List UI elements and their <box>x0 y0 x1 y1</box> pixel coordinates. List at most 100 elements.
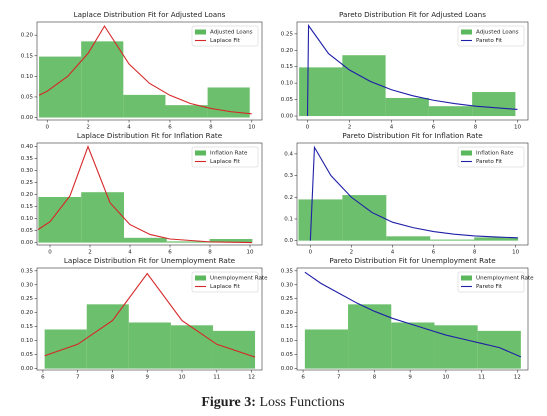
x-tick-label: 4 <box>127 125 131 131</box>
bar <box>39 56 82 118</box>
axes-frame <box>296 21 529 121</box>
y-tick-label: 0.40 <box>21 144 34 150</box>
y-tick-label: 0.35 <box>21 268 34 274</box>
x-tick-label: 11 <box>478 375 485 381</box>
y-tick-label: 0.10 <box>281 338 294 344</box>
x-tick-label: 12 <box>248 375 255 381</box>
y-tick-label: 0.15 <box>281 64 294 70</box>
y-tick-label: 0.1 <box>284 216 293 222</box>
axes-frame <box>296 267 529 371</box>
subplot: 0 2 4 6 8 10 0.0 0.1 0.2 0.3 0.4 Pareto Distributio… <box>284 131 529 256</box>
x-tick-label: 9 <box>145 375 149 381</box>
x-tick-label: 2 <box>86 125 90 131</box>
x-tick-label: 10 <box>512 250 519 256</box>
y-tick-label: 0.15 <box>281 324 294 330</box>
x-tick-label: 10 <box>248 125 255 131</box>
chart-title: Laplace Distribution Fit for Unemploymen… <box>64 256 236 265</box>
caption-label: Figure 3: <box>201 395 256 410</box>
bar <box>348 304 392 369</box>
y-tick-label: 0.10 <box>21 338 34 344</box>
y-tick-label: 0.10 <box>21 74 34 80</box>
legend-label: Inflation Rate <box>210 151 248 157</box>
x-tick-label: 4 <box>391 250 395 256</box>
x-tick-label: 6 <box>301 375 305 381</box>
x-tick-label: 8 <box>373 375 377 381</box>
x-tick-label: 6 <box>168 250 172 256</box>
y-tick-label: 0.25 <box>21 180 34 186</box>
y-tick-label: 0.05 <box>281 352 294 358</box>
y-tick-label: 0.00 <box>281 366 294 372</box>
legend-box <box>457 25 525 47</box>
y-tick-label: 0.00 <box>281 114 294 120</box>
x-tick-label: 2 <box>88 250 92 256</box>
axes-frame <box>36 267 263 371</box>
legend-swatch <box>195 275 206 281</box>
x-tick-label: 2 <box>350 250 354 256</box>
fit-line <box>38 25 252 115</box>
fit-line <box>304 271 522 358</box>
legend-swatch <box>461 275 472 281</box>
x-tick-label: 0 <box>45 125 49 131</box>
caption: Figure 3: Loss Functions <box>201 395 344 410</box>
x-tick-label: 10 <box>179 375 186 381</box>
x-tick-label: 8 <box>474 125 478 131</box>
y-tick-label: 0.0 <box>284 238 293 244</box>
subplot: 0 2 4 6 8 10 0.00 0.05 0.10 0.15 0.20 0.25 0.30 0.35 0… <box>21 131 263 256</box>
bar <box>81 41 124 118</box>
subplot: 6 7 8 9 10 11 12 0.00 0.05 0.10 0.15 0.20 0.25 0.30 0.… <box>281 256 534 381</box>
bar <box>472 92 516 117</box>
bar <box>165 105 208 118</box>
bar <box>386 236 431 241</box>
legend-swatch <box>195 29 206 35</box>
bar <box>474 237 519 241</box>
x-tick-label: 11 <box>213 375 220 381</box>
x-tick-label: 0 <box>48 250 52 256</box>
bar <box>38 197 82 243</box>
bar <box>304 329 349 369</box>
bar <box>298 199 343 241</box>
y-tick-label: 0.10 <box>281 81 294 87</box>
y-tick-label: 0.05 <box>21 94 34 100</box>
legend-label: Laplace Fit <box>210 159 241 165</box>
caption-text: Loss Functions <box>259 395 344 410</box>
x-tick-label: 7 <box>76 375 80 381</box>
legend-swatch <box>461 150 472 156</box>
x-tick-label: 8 <box>209 125 213 131</box>
subplot: 0 2 4 6 8 10 0.00 0.05 0.10 0.15 0.20 0.25 Pareto Di… <box>281 10 529 131</box>
legend-box <box>457 146 525 168</box>
x-tick-label: 10 <box>514 125 521 131</box>
bar <box>209 239 253 243</box>
bar <box>123 94 166 118</box>
bar <box>170 325 213 369</box>
y-tick-label: 0.05 <box>21 352 34 358</box>
legend-box <box>457 271 525 293</box>
axes-frame <box>296 142 529 246</box>
axes-frame <box>36 142 263 246</box>
legend-box <box>191 146 259 168</box>
bar <box>428 106 473 117</box>
bar <box>128 322 171 369</box>
x-tick-label: 10 <box>442 375 449 381</box>
x-tick-label: 8 <box>111 375 115 381</box>
bar <box>430 239 475 241</box>
y-tick-label: 0.15 <box>21 53 34 59</box>
bar <box>81 192 124 243</box>
bar <box>166 241 210 243</box>
bar <box>385 97 429 117</box>
bar <box>434 325 478 369</box>
chart-title: Laplace Distribution Fit for Inflation R… <box>77 131 223 140</box>
chart-title: Pareto Distribution Fit for Adjusted Loa… <box>339 10 486 19</box>
x-tick-label: 7 <box>337 375 341 381</box>
x-tick-label: 10 <box>247 250 254 256</box>
legend-label: Laplace Fit <box>210 38 241 44</box>
fit-line <box>37 145 253 244</box>
y-tick-label: 0.00 <box>21 366 34 372</box>
y-tick-label: 0.20 <box>21 192 34 198</box>
bar <box>86 304 129 369</box>
bar <box>44 329 87 369</box>
x-tick-label: 4 <box>128 250 132 256</box>
chart-title: Laplace Distribution Fit for Adjusted Lo… <box>74 10 226 19</box>
chart-title: Pareto Distribution Fit for Unemployment… <box>329 256 496 265</box>
x-tick-label: 6 <box>41 375 45 381</box>
